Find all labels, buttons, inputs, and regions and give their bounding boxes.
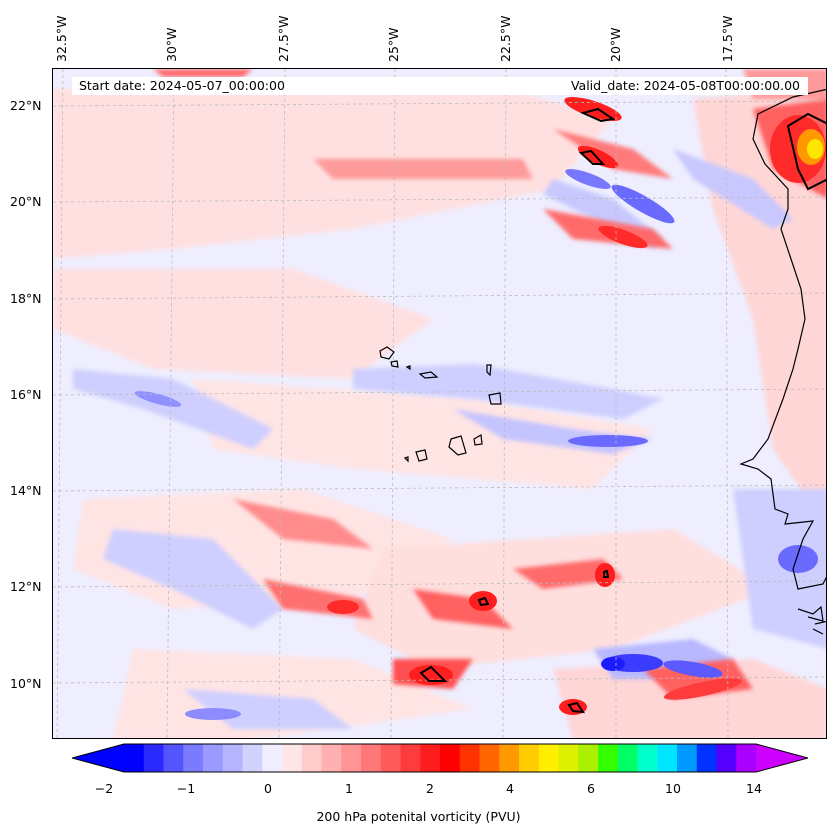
colorbar-tick: 0: [264, 781, 272, 796]
colorbar-swatch: [163, 744, 184, 772]
colorbar-tick: 2: [426, 781, 434, 796]
colorbar-swatch: [598, 744, 619, 772]
lon-label: 30°W: [164, 27, 179, 62]
colorbar-outline: [72, 743, 808, 773]
colorbar-tick: 14: [746, 781, 762, 796]
colorbar-swatch: [262, 744, 283, 772]
lon-label: 17.5°W: [720, 15, 735, 62]
colorbar-swatch: [400, 744, 421, 772]
colorbar-swatch: [242, 744, 263, 772]
valid-date-text: Valid_date: 2024-05-08T00:00:00.00: [570, 78, 800, 93]
colorbar-swatch: [124, 744, 145, 772]
colorbar-swatch: [321, 744, 342, 772]
colorbar: [72, 743, 808, 773]
colorbar-swatch: [479, 744, 500, 772]
lat-label: 14°N: [10, 483, 42, 498]
cape-verde-islands: [379, 346, 502, 463]
pv-2-contours: [419, 107, 826, 714]
colorbar-swatch: [617, 744, 638, 772]
colorbar-max-extend: [756, 744, 808, 772]
lat-label: 18°N: [10, 291, 42, 306]
graticule: [53, 69, 826, 738]
colorbar-swatch: [420, 744, 441, 772]
colorbar-swatch: [499, 744, 520, 772]
date-header: Start date: 2024-05-07_00:00:00 Valid_da…: [72, 77, 808, 95]
colorbar-swatch: [736, 744, 757, 772]
colorbar-swatch: [519, 744, 540, 772]
lon-label: 22.5°W: [498, 15, 513, 62]
colorbar-swatch: [440, 744, 461, 772]
colorbar-swatch: [341, 744, 362, 772]
colorbar-swatch: [657, 744, 678, 772]
colorbar-swatch: [558, 744, 579, 772]
colorbar-swatch: [677, 744, 698, 772]
pv-strong-red-cores: [327, 97, 826, 715]
colorbar-swatch: [282, 744, 303, 772]
colorbar-tick: −2: [94, 781, 114, 796]
start-date-text: Start date: 2024-05-07_00:00:00: [79, 78, 285, 93]
colorbar-min-extend: [72, 744, 124, 772]
colorbar-swatch: [538, 744, 559, 772]
colorbar-swatch: [459, 744, 480, 772]
colorbar-tick: −1: [176, 781, 196, 796]
lat-label: 12°N: [10, 579, 42, 594]
pv-field-map: [53, 69, 826, 738]
lon-label: 32.5°W: [54, 15, 69, 62]
lat-label: 10°N: [10, 676, 42, 691]
colorbar-swatch: [183, 744, 204, 772]
colorbar-tick: 6: [587, 781, 595, 796]
colorbar-swatch: [716, 744, 737, 772]
colorbar-swatch: [578, 744, 599, 772]
colorbar-tick: 1: [345, 781, 353, 796]
colorbar-swatch: [222, 744, 243, 772]
map-panel[interactable]: [52, 68, 827, 739]
colorbar-tick: 4: [506, 781, 514, 796]
colorbar-swatch: [696, 744, 717, 772]
colorbar-swatch: [143, 744, 164, 772]
colorbar-swatch: [361, 744, 382, 772]
lon-label: 27.5°W: [276, 15, 291, 62]
colorbar-swatch: [301, 744, 322, 772]
colorbar-tick: 10: [665, 781, 681, 796]
lat-label: 20°N: [10, 194, 42, 209]
lat-label: 16°N: [10, 387, 42, 402]
colorbar-swatch: [637, 744, 658, 772]
coastline: [739, 88, 826, 635]
lon-label: 20°W: [608, 27, 623, 62]
colorbar-swatch: [380, 744, 401, 772]
lon-label: 25°W: [386, 27, 401, 62]
lat-label: 22°N: [10, 98, 42, 113]
colorbar-label: 200 hPa potenital vorticity (PVU): [316, 809, 521, 824]
pv-strong-blue-cores: [134, 169, 818, 720]
colorbar-swatch: [203, 744, 224, 772]
